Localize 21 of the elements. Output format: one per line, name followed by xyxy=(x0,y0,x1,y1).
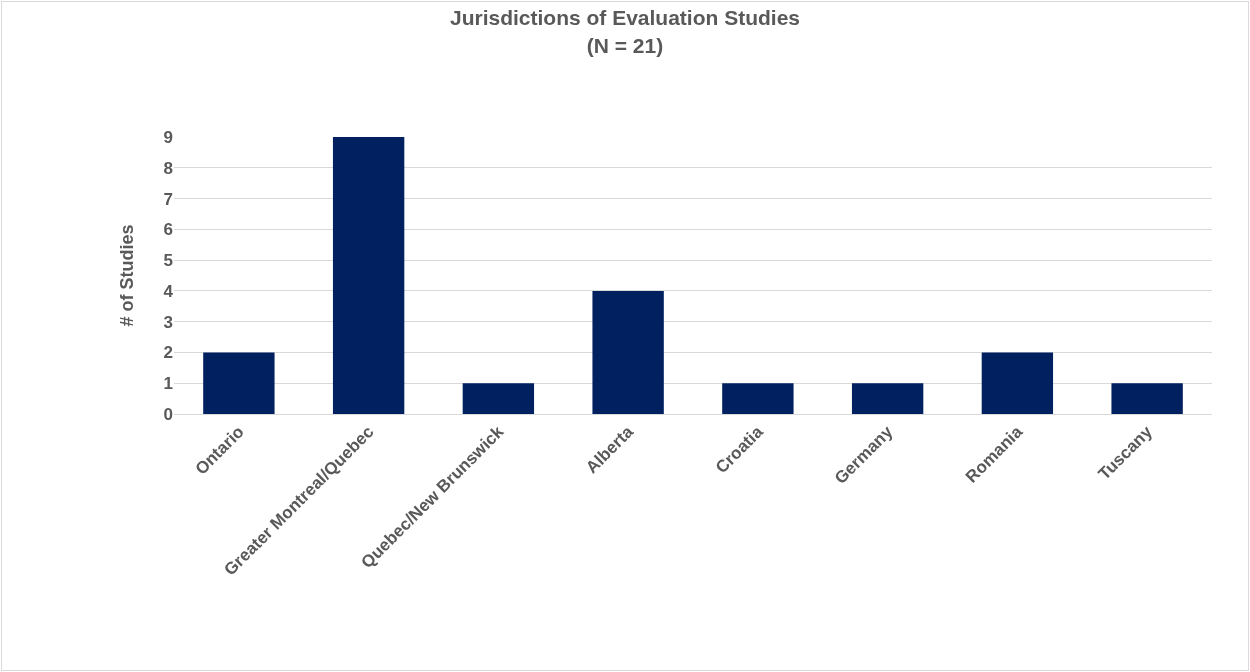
y-tick-label: 2 xyxy=(163,343,173,363)
y-tick-label: 7 xyxy=(163,189,173,209)
y-tick-label: 0 xyxy=(163,404,173,424)
y-tick-label: 9 xyxy=(163,127,173,147)
y-tick-label: 6 xyxy=(163,220,173,240)
bar xyxy=(462,383,535,414)
bar xyxy=(722,383,794,414)
bar xyxy=(851,383,924,414)
bar xyxy=(203,352,275,414)
y-tick-label: 3 xyxy=(163,312,173,332)
bar xyxy=(1111,383,1183,414)
bar xyxy=(332,137,405,414)
y-tick-label: 8 xyxy=(163,158,173,178)
y-tick-label: 4 xyxy=(163,281,174,301)
y-tick-label: 5 xyxy=(163,251,173,271)
bar xyxy=(592,290,664,414)
chart-title: Jurisdictions of Evaluation Studies xyxy=(449,6,801,30)
chart-subtitle: (N = 21) xyxy=(586,33,664,57)
y-axis-title: # of Studies xyxy=(116,224,137,327)
bar xyxy=(981,352,1054,414)
y-tick-label: 1 xyxy=(163,374,173,394)
